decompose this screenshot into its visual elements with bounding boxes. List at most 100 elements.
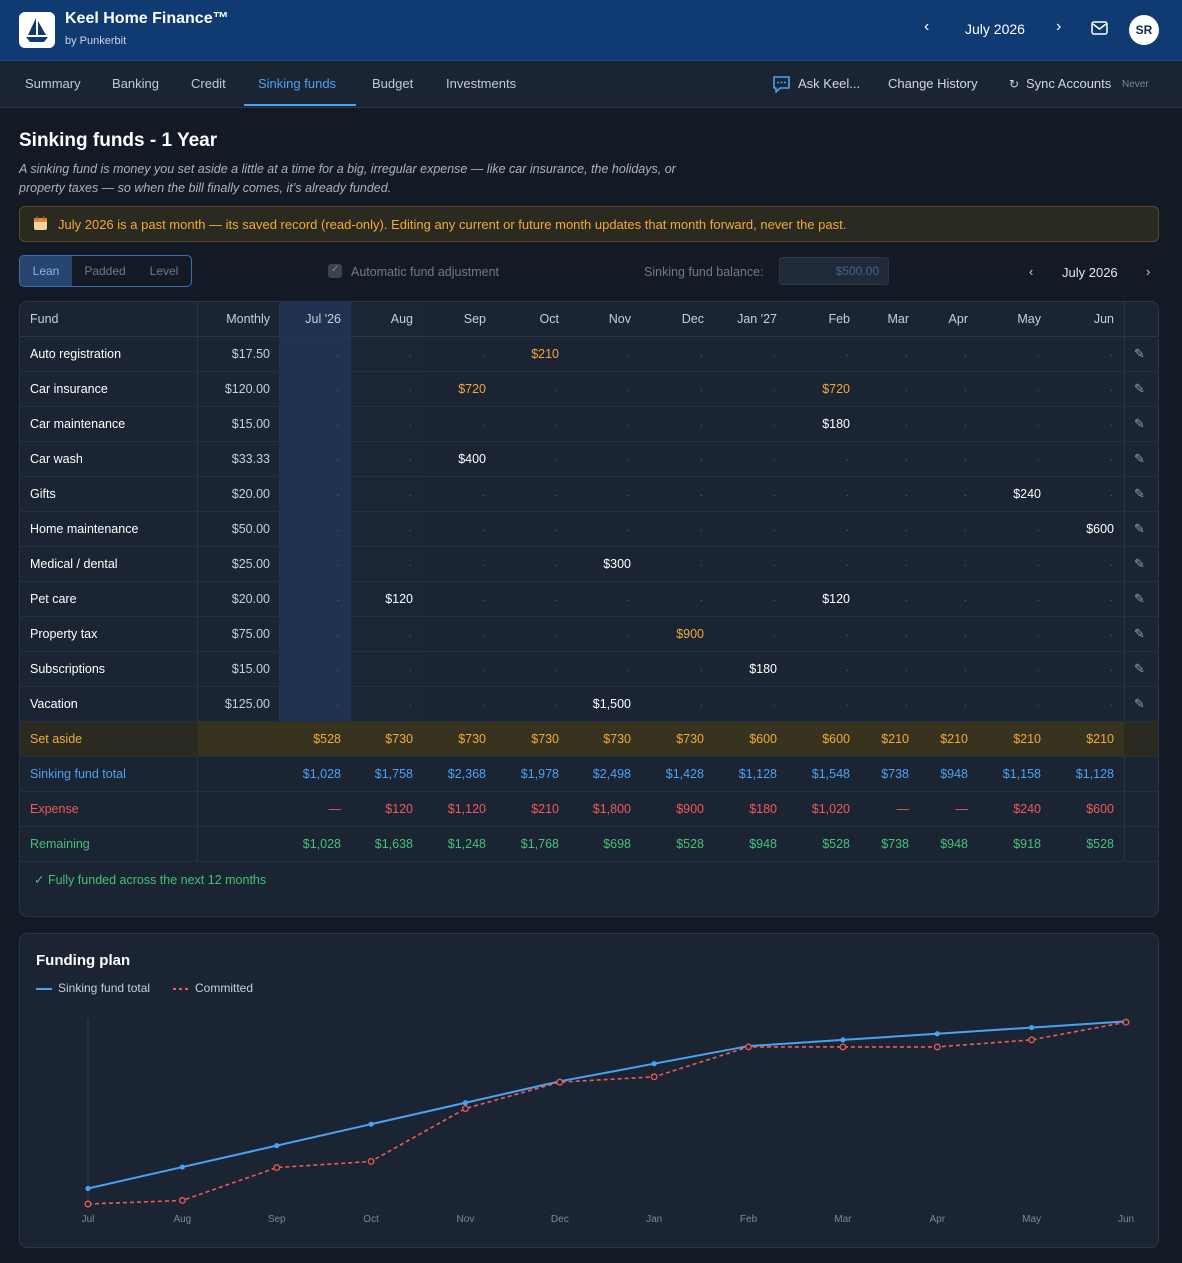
empty-cell[interactable]: · — [772, 350, 776, 361]
table-prev-month-button[interactable]: ‹ — [1029, 264, 1034, 279]
empty-cell[interactable]: · — [699, 525, 703, 536]
empty-cell[interactable]: · — [408, 490, 412, 501]
empty-cell[interactable]: · — [408, 630, 412, 641]
expense-amount[interactable]: $720 — [822, 382, 850, 396]
empty-cell[interactable]: · — [336, 490, 340, 501]
empty-cell[interactable]: · — [481, 490, 485, 501]
expense-amount[interactable]: $240 — [1013, 487, 1041, 501]
empty-cell[interactable]: · — [626, 385, 630, 396]
empty-cell[interactable]: · — [554, 455, 558, 466]
empty-cell[interactable]: · — [408, 665, 412, 676]
edit-pencil-icon[interactable]: ✎ — [1134, 696, 1145, 711]
empty-cell[interactable]: · — [845, 490, 849, 501]
empty-cell[interactable]: · — [845, 630, 849, 641]
empty-cell[interactable]: · — [1109, 350, 1113, 361]
empty-cell[interactable]: · — [963, 700, 967, 711]
empty-cell[interactable]: · — [1109, 630, 1113, 641]
empty-cell[interactable]: · — [336, 595, 340, 606]
empty-cell[interactable]: · — [772, 455, 776, 466]
expense-amount[interactable]: $300 — [603, 557, 631, 571]
empty-cell[interactable]: · — [554, 560, 558, 571]
empty-cell[interactable]: · — [963, 595, 967, 606]
empty-cell[interactable]: · — [904, 385, 908, 396]
edit-pencil-icon[interactable]: ✎ — [1134, 486, 1145, 501]
committed-point[interactable] — [178, 1197, 186, 1204]
edit-pencil-icon[interactable]: ✎ — [1134, 591, 1145, 606]
edit-pencil-icon[interactable]: ✎ — [1134, 416, 1145, 431]
empty-cell[interactable]: · — [626, 665, 630, 676]
empty-cell[interactable]: · — [1036, 385, 1040, 396]
empty-cell[interactable]: · — [904, 525, 908, 536]
empty-cell[interactable]: · — [772, 560, 776, 571]
empty-cell[interactable]: · — [336, 665, 340, 676]
expense-amount[interactable]: $1,500 — [592, 697, 631, 711]
empty-cell[interactable]: · — [1036, 455, 1040, 466]
tab-sinking-funds[interactable]: Sinking funds — [258, 76, 337, 91]
empty-cell[interactable]: · — [554, 385, 558, 396]
app-logo[interactable] — [19, 12, 55, 48]
user-avatar[interactable]: SR — [1129, 15, 1159, 45]
committed-point[interactable] — [745, 1043, 752, 1051]
empty-cell[interactable]: · — [554, 665, 558, 676]
mode-lean-button[interactable]: Lean — [20, 256, 72, 286]
empty-cell[interactable]: · — [481, 350, 485, 361]
empty-cell[interactable]: · — [481, 595, 485, 606]
empty-cell[interactable]: · — [699, 490, 703, 501]
empty-cell[interactable]: · — [1036, 525, 1040, 536]
expense-amount[interactable]: $210 — [531, 347, 559, 361]
sinking-fund-total-point[interactable] — [934, 1031, 940, 1037]
empty-cell[interactable]: · — [772, 490, 776, 501]
committed-point[interactable] — [556, 1078, 564, 1086]
ask-keel-link[interactable]: Ask Keel... — [798, 76, 861, 91]
empty-cell[interactable]: · — [845, 665, 849, 676]
empty-cell[interactable]: · — [772, 595, 776, 606]
committed-point[interactable] — [367, 1157, 375, 1165]
expense-amount[interactable]: $720 — [458, 382, 486, 396]
committed-point[interactable] — [650, 1073, 658, 1081]
empty-cell[interactable]: · — [554, 525, 558, 536]
next-month-button[interactable]: › — [1056, 18, 1062, 35]
empty-cell[interactable]: · — [1036, 665, 1040, 676]
tab-banking[interactable]: Banking — [112, 76, 159, 91]
empty-cell[interactable]: · — [904, 560, 908, 571]
committed-point[interactable] — [462, 1105, 469, 1113]
sinking-fund-total-point[interactable] — [85, 1185, 91, 1192]
empty-cell[interactable]: · — [1036, 350, 1040, 361]
empty-cell[interactable]: · — [904, 350, 908, 361]
empty-cell[interactable]: · — [626, 630, 630, 641]
edit-pencil-icon[interactable]: ✎ — [1134, 381, 1145, 396]
empty-cell[interactable]: · — [699, 420, 703, 431]
empty-cell[interactable]: · — [963, 665, 967, 676]
committed-point[interactable] — [84, 1200, 92, 1208]
empty-cell[interactable]: · — [963, 350, 967, 361]
empty-cell[interactable]: · — [699, 665, 703, 676]
empty-cell[interactable]: · — [626, 490, 630, 501]
empty-cell[interactable]: · — [626, 595, 630, 606]
expense-amount[interactable]: $400 — [458, 452, 486, 466]
sinking-fund-total-point[interactable] — [179, 1164, 185, 1170]
empty-cell[interactable]: · — [772, 385, 776, 396]
empty-cell[interactable]: · — [481, 525, 485, 536]
empty-cell[interactable]: · — [1036, 595, 1040, 606]
expense-amount[interactable]: $120 — [822, 592, 850, 606]
empty-cell[interactable]: · — [1036, 420, 1040, 431]
mail-icon[interactable] — [1091, 21, 1108, 35]
empty-cell[interactable]: · — [1036, 560, 1040, 571]
empty-cell[interactable]: · — [772, 630, 776, 641]
empty-cell[interactable]: · — [626, 525, 630, 536]
empty-cell[interactable]: · — [626, 420, 630, 431]
empty-cell[interactable]: · — [1109, 455, 1113, 466]
expense-amount[interactable]: $120 — [385, 592, 413, 606]
edit-pencil-icon[interactable]: ✎ — [1134, 346, 1145, 361]
empty-cell[interactable]: · — [904, 455, 908, 466]
empty-cell[interactable]: · — [1109, 385, 1113, 396]
empty-cell[interactable]: · — [408, 350, 412, 361]
empty-cell[interactable]: · — [772, 420, 776, 431]
empty-cell[interactable]: · — [336, 560, 340, 571]
empty-cell[interactable]: · — [1109, 665, 1113, 676]
expense-amount[interactable]: $180 — [749, 662, 777, 676]
empty-cell[interactable]: · — [699, 455, 703, 466]
committed-point[interactable] — [273, 1164, 281, 1172]
empty-cell[interactable]: · — [554, 595, 558, 606]
empty-cell[interactable]: · — [1036, 700, 1040, 711]
